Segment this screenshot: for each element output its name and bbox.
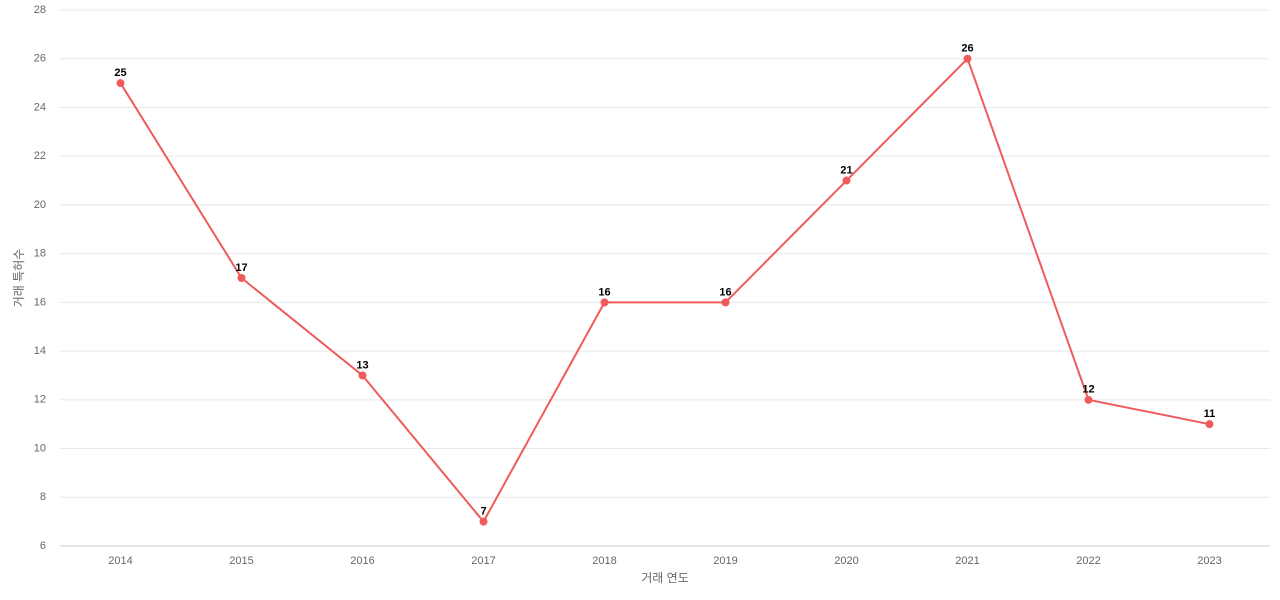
- data-label: 13: [356, 359, 368, 371]
- x-tick-label: 2020: [834, 555, 858, 567]
- data-label: 21: [840, 164, 852, 176]
- data-label: 12: [1082, 384, 1094, 396]
- y-tick-label: 10: [34, 442, 46, 454]
- data-label: 17: [235, 262, 247, 274]
- x-tick-label: 2015: [229, 555, 253, 567]
- point: [600, 298, 609, 307]
- y-tick-label: 22: [34, 150, 46, 162]
- data-label: 16: [598, 286, 610, 298]
- data-label: 25: [114, 67, 126, 79]
- x-tick-label: 2023: [1197, 555, 1221, 567]
- point: [479, 517, 488, 526]
- x-tick-label: 2016: [350, 555, 374, 567]
- x-tick-label: 2022: [1076, 555, 1100, 567]
- y-tick-label: 26: [34, 53, 46, 65]
- y-tick-label: 14: [34, 345, 46, 357]
- y-axis-label: 거래 특허수: [12, 249, 26, 308]
- point: [237, 274, 246, 282]
- x-tick-label: 2017: [471, 555, 495, 567]
- point: [1084, 395, 1093, 404]
- point: [721, 298, 730, 307]
- data-label: 16: [719, 286, 731, 298]
- y-tick-label: 20: [34, 199, 46, 211]
- x-tick-label: 2018: [592, 555, 616, 567]
- point: [1205, 420, 1214, 429]
- y-tick-label: 24: [34, 101, 46, 113]
- y-tick-label: 16: [34, 296, 46, 308]
- data-label: 11: [1204, 408, 1216, 420]
- point: [358, 371, 367, 380]
- point: [963, 54, 972, 63]
- x-tick-label: 2014: [108, 555, 132, 567]
- x-tick-label: 2021: [955, 555, 979, 567]
- data-label: 26: [961, 43, 973, 55]
- y-tick-label: 12: [34, 394, 46, 406]
- point: [842, 176, 851, 185]
- y-tick-label: 18: [34, 248, 46, 260]
- data-label: 7: [480, 506, 486, 518]
- x-tick-label: 2019: [713, 555, 737, 567]
- y-tick-label: 28: [34, 4, 46, 16]
- x-axis-label: 거래 연도: [641, 571, 689, 585]
- point: [116, 79, 125, 88]
- line: [119, 56, 1210, 524]
- y-tick-label: 6: [40, 540, 46, 552]
- y-tick-label: 8: [40, 491, 46, 503]
